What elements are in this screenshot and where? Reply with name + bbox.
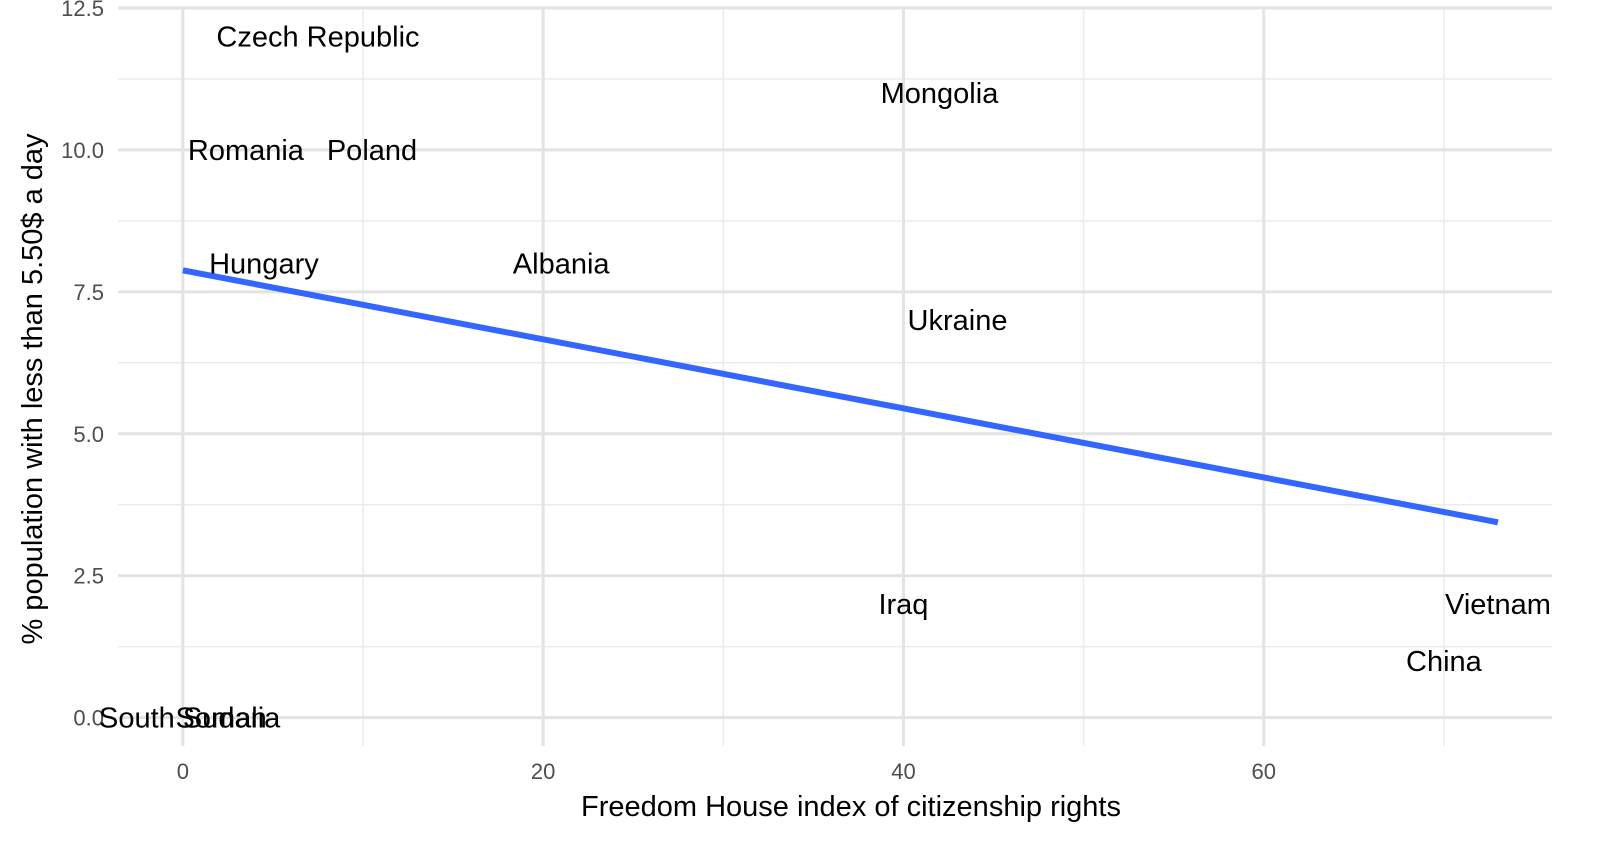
y-tick-label: 10.0 bbox=[61, 138, 104, 163]
point-label: Iraq bbox=[878, 589, 928, 621]
trend-line bbox=[182, 267, 1499, 526]
y-tick-label: 7.5 bbox=[73, 280, 104, 305]
point-labels: Czech Republic Mongolia Poland Romania Alban… bbox=[99, 21, 1551, 734]
y-axis-tick-labels: 0.0 2.5 5.0 7.5 10.0 12.5 bbox=[61, 0, 104, 731]
x-tick-label: 40 bbox=[891, 759, 915, 784]
y-tick-label: 0.0 bbox=[73, 706, 104, 731]
minor-gridlines bbox=[118, 8, 1552, 746]
point-label: Czech Republic bbox=[216, 21, 419, 53]
y-tick-label: 12.5 bbox=[61, 0, 104, 21]
x-axis-title: Freedom House index of citizenship right… bbox=[581, 791, 1121, 823]
major-gridlines bbox=[118, 6, 1552, 746]
point-label: South Sudan bbox=[99, 703, 267, 735]
point-label: China bbox=[1406, 646, 1483, 678]
y-tick-label: 2.5 bbox=[73, 564, 104, 589]
x-tick-label: 20 bbox=[531, 759, 555, 784]
point-label: Hungary bbox=[209, 248, 319, 280]
x-axis-tick-labels: 0 20 40 60 bbox=[177, 759, 1276, 784]
point-label: Albania bbox=[513, 248, 611, 280]
point-label: Somalia bbox=[176, 703, 282, 735]
point-label: Mongolia bbox=[881, 78, 1000, 110]
y-axis-title: % population with less than 5.50$ a day bbox=[17, 133, 49, 645]
point-label: Romania bbox=[188, 135, 305, 167]
x-tick-label: 0 bbox=[177, 759, 189, 784]
trend-line-layer bbox=[182, 267, 1499, 526]
y-tick-label: 5.0 bbox=[73, 422, 104, 447]
point-label: Vietnam bbox=[1445, 589, 1551, 621]
point-label: Ukraine bbox=[908, 305, 1008, 337]
point-label: Poland bbox=[327, 135, 417, 167]
x-tick-label: 60 bbox=[1252, 759, 1276, 784]
